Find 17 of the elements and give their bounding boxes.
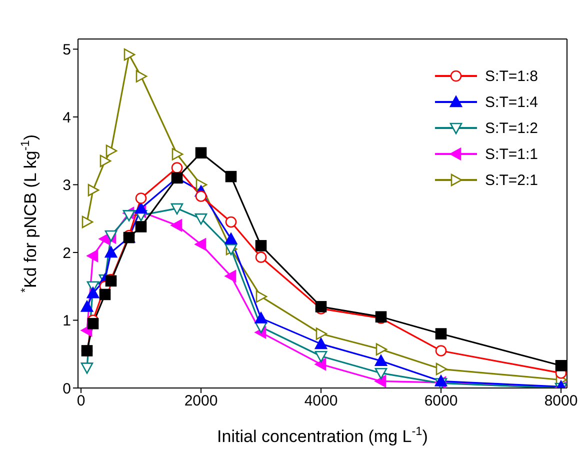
y-tick-label: 1: [62, 312, 71, 330]
legend-label: S:T=1:2: [485, 120, 538, 136]
x-tick-label: 0: [76, 392, 86, 410]
x-axis-title: Initial concentration (mg L$^{-1}$): [217, 424, 428, 446]
legend-label: S:T=1:1: [485, 146, 538, 162]
x-tick-label: 4000: [304, 392, 338, 410]
y-tick-label: 3: [62, 177, 71, 194]
x-tick-label: 6000: [424, 392, 458, 410]
legend-label: S:T=1:4: [485, 94, 538, 110]
legend-label: S:T=1:8: [485, 68, 538, 84]
y-tick-label: 4: [62, 109, 71, 126]
x-tick-label: 8000: [544, 392, 578, 410]
x-tick-label: 2000: [184, 392, 218, 410]
y-tick-label: 5: [62, 41, 71, 58]
y-tick-label: 2: [62, 244, 71, 262]
y-tick-label: 0: [62, 380, 71, 398]
legend-label: S:T=2:1: [485, 172, 538, 188]
